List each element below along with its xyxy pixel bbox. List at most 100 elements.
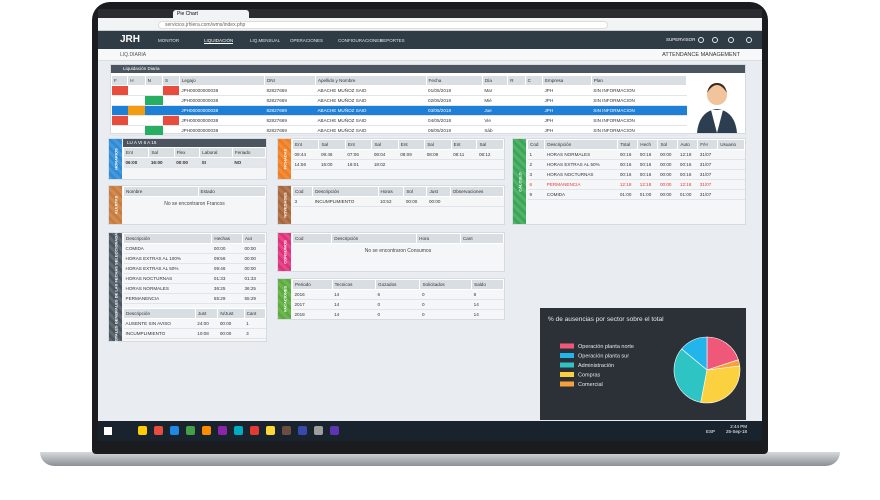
cell: 1 (527, 149, 545, 160)
nav-item[interactable]: CONFIGURACIONES (338, 38, 383, 43)
user[interactable]: SUPERVISOR (666, 37, 696, 42)
column-header: H (127, 75, 146, 86)
data-row: AUSENTE SIN AVISO 24:00 00:00 1 (123, 318, 266, 329)
taskbar-icon[interactable] (282, 426, 291, 435)
cell: 00:16 (677, 159, 698, 170)
cell: JPH00000000038 (179, 125, 265, 136)
column-header: Descripción (123, 308, 196, 319)
cell: AUSENTE SIN AVISO (123, 318, 196, 329)
cell (717, 179, 745, 190)
avatar-icon (697, 83, 737, 133)
flag-cell (127, 105, 146, 116)
taskbar-icon[interactable] (266, 426, 275, 435)
taskbar-icon[interactable] (154, 426, 163, 435)
nav-item[interactable]: MONITOR (158, 38, 180, 43)
column-header: Ent (123, 147, 150, 158)
flag-cell (525, 95, 543, 106)
taskbar-icon[interactable] (250, 426, 259, 435)
cell: HORAS NOCTURNAS (544, 169, 618, 180)
flag-cell (525, 85, 543, 96)
cell (717, 159, 745, 170)
cell: JPH (542, 115, 592, 126)
panel-body: Cod Descripción Hora Cant No se encontraron … (292, 233, 504, 271)
data-row: LLEGADA TARDE11:3600:003 (123, 338, 266, 341)
cell (450, 196, 504, 207)
data-row: INCUMPLIMIENTO 10:08 00:00 3 (123, 328, 266, 339)
column-header: Plan (590, 75, 688, 86)
cell: HORAS NOCTURNAS (123, 273, 212, 284)
flag-cell (507, 125, 526, 136)
nav-item[interactable]: LIQ.MENSUAL (250, 38, 281, 43)
data-row: 2017 14 0 0 14 (292, 299, 504, 310)
column-header: Hechas (211, 233, 243, 244)
data-row: 3 INCUMPLIMIENTO 10:52 00:00 00:00 (292, 196, 504, 207)
data-row[interactable]: JPH00000000038 82827669 ABACHE MUÑOZ SAID 0… (111, 95, 687, 106)
app-name: ATTENDANCE MANAGEMENT (662, 52, 740, 58)
nav-item[interactable]: OPERACIONES (290, 38, 324, 43)
taskbar-icon[interactable] (218, 426, 227, 435)
panel-body: Cod Descripción Total Hech Sol Auto F/H Usuario… (527, 139, 745, 224)
panel-body: Descripción Hechas Aut COMIDA 00:00 00:00 HORA… (123, 233, 266, 341)
taskbar-icon[interactable] (202, 426, 211, 435)
data-row: HORAS NORMALES 36:25 36:25 (123, 283, 266, 294)
cell: 6 (527, 179, 545, 190)
cell: 00:00 (242, 263, 266, 274)
language: ESP (706, 429, 716, 434)
cell: 31/07 (697, 189, 718, 200)
header-icon[interactable] (728, 37, 734, 43)
flag-cell (127, 85, 146, 96)
data-row[interactable]: JPH00000000038 82827669 ABACHE MUÑOZ SAID 0… (111, 105, 687, 116)
nav-item[interactable]: REPORTES (380, 38, 405, 43)
cell: 00:00 (242, 253, 266, 264)
column-header: Ent (344, 139, 373, 150)
cell: 00:00 (211, 243, 243, 254)
cell: 01:00 (677, 189, 698, 200)
cell: HORAS NORMALES (544, 149, 618, 160)
header-icon[interactable] (698, 37, 704, 43)
breadcrumb-bar: LIQ.DIARIA ATTENDANCE MANAGEMENT (98, 49, 762, 61)
legend-swatch (560, 343, 574, 349)
url[interactable]: servicios.jrhlera.com/wms/index.php (158, 21, 608, 29)
taskbar-icon[interactable] (330, 426, 339, 435)
column-header: Hora (416, 233, 461, 244)
taskbar-icon[interactable] (170, 426, 179, 435)
cell: 00:00 (217, 338, 245, 341)
taskbar-icon[interactable] (138, 426, 147, 435)
column-header: Solicitados (419, 279, 473, 290)
column-header: Cant (243, 308, 266, 319)
cell: JPH00000000038 (179, 105, 265, 116)
flag-cell (525, 115, 543, 126)
taskbar-icon[interactable] (314, 426, 323, 435)
column-header: Auto (677, 139, 699, 150)
flag-cell (145, 95, 163, 106)
column-header: C (524, 75, 543, 86)
tab-bar: Pie Chart (98, 9, 762, 18)
column-header: Total (617, 139, 639, 150)
header-icon[interactable] (712, 37, 718, 43)
taskbar-icon[interactable] (186, 426, 195, 435)
taskbar-icon[interactable] (234, 426, 243, 435)
cell: 36:25 (242, 283, 266, 294)
start-button[interactable] (104, 427, 112, 435)
column-header: Sal (148, 147, 175, 158)
tab[interactable]: Pie Chart (173, 10, 249, 18)
nav-item[interactable]: LIQUIDACIÓN (204, 38, 234, 44)
cell: SIN INFORMACION (591, 125, 687, 136)
data-row[interactable]: JPH00000000038 82827669 ABACHE MUÑOZ SAID 0… (111, 125, 687, 136)
data-row[interactable]: JPH00000000038 82827669 ABACHE MUÑOZ SAID 0… (111, 115, 687, 126)
cell: 3 (244, 338, 266, 341)
legend-swatch (560, 353, 574, 358)
header-icon[interactable] (746, 37, 752, 43)
cell: 00:00 (217, 318, 245, 329)
column-header: DNI (263, 75, 316, 86)
cell: 82827669 (264, 85, 316, 96)
taskbar: 2:44 PM 25-Sep-18 ESP (98, 421, 762, 441)
legend-label: Comercial (578, 382, 603, 388)
column-header: Descripción (123, 233, 213, 244)
breadcrumb[interactable]: LIQ.DIARIA (120, 52, 147, 58)
taskbar-icon[interactable] (298, 426, 307, 435)
panel-body: Nombre Estado No se encontraron Francos (123, 186, 266, 224)
data-row[interactable]: JPH00000000038 82827669 ABACHE MUÑOZ SAID 0… (111, 85, 687, 96)
flag-cell (162, 105, 180, 116)
flag-cell (507, 95, 526, 106)
